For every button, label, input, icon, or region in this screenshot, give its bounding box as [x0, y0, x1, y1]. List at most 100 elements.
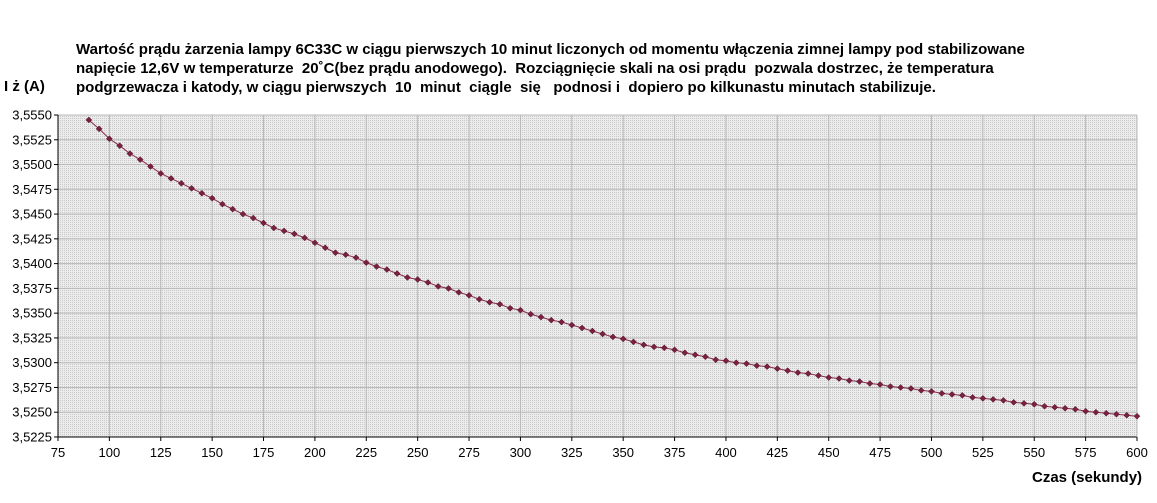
data-point: [383, 266, 391, 273]
data-point: [280, 227, 288, 235]
data-point: [465, 291, 473, 299]
data-point: [1000, 396, 1007, 404]
data-point: [1092, 408, 1100, 416]
data-point: [126, 150, 134, 157]
x-tick-label: 75: [51, 445, 65, 460]
data-point: [671, 346, 678, 354]
data-point: [393, 270, 401, 277]
data-point: [475, 295, 483, 303]
data-point: [455, 288, 463, 296]
data-point: [147, 163, 154, 170]
y-tick-label: 3,5450: [12, 207, 52, 222]
data-point: [188, 184, 195, 192]
data-point: [681, 349, 689, 357]
data-point: [342, 251, 350, 259]
data-point: [609, 333, 617, 341]
x-tick-label: 225: [355, 445, 377, 460]
data-point: [1071, 405, 1079, 413]
data-point: [784, 367, 791, 374]
data-point: [743, 360, 750, 368]
data-point: [845, 377, 853, 384]
data-point: [568, 321, 576, 329]
data-point: [537, 313, 545, 321]
data-point: [702, 353, 709, 361]
data-point: [1133, 412, 1141, 420]
data-point: [270, 224, 278, 232]
data-point: [732, 359, 740, 367]
data-point: [1061, 404, 1069, 412]
x-axis-label: Czas (sekundy): [1032, 469, 1143, 486]
data-point: [958, 392, 966, 399]
x-tick-label: 450: [818, 445, 840, 460]
data-point: [239, 210, 247, 218]
data-point: [229, 205, 237, 213]
data-point: [208, 194, 216, 202]
x-tick-label: 475: [869, 445, 891, 460]
data-point: [578, 324, 586, 332]
x-tick-label: 100: [99, 445, 121, 460]
data-point: [527, 310, 535, 318]
data-point: [712, 356, 720, 364]
x-tick-label: 575: [1075, 445, 1097, 460]
data-point: [630, 338, 637, 346]
y-tick-label: 3,5325: [12, 330, 52, 345]
data-point: [773, 365, 781, 372]
chart-title-line-1: Wartość prądu żarzenia lampy 6C33C w cią…: [76, 41, 1025, 58]
data-point: [486, 298, 493, 306]
data-point: [722, 357, 730, 365]
data-point: [547, 316, 555, 324]
data-point: [404, 274, 411, 281]
data-point: [876, 381, 884, 388]
data-point: [1010, 398, 1018, 406]
y-tick-label: 3,5400: [12, 256, 52, 271]
data-point: [866, 380, 874, 387]
data-point: [1020, 399, 1028, 407]
chart-title-line-2: napięcie 12,6V w temperaturze 20˚C(bez p…: [76, 60, 994, 77]
data-point: [979, 395, 987, 402]
data-point: [414, 276, 422, 283]
data-point: [301, 234, 308, 242]
y-tick-label: 3,5475: [12, 182, 52, 197]
x-axis-ticks: 75 100 125 150 175 200 225 250 275 300 325 350 375 40…: [51, 437, 1148, 460]
data-point: [445, 285, 452, 292]
x-tick-label: 350: [612, 445, 634, 460]
data-point: [95, 125, 103, 133]
data-point: [907, 385, 915, 392]
data-point: [198, 189, 206, 197]
x-tick-label: 525: [972, 445, 994, 460]
y-tick-label: 3,5225: [12, 430, 52, 445]
data-point: [167, 175, 175, 182]
data-point: [804, 370, 812, 377]
x-tick-label: 400: [715, 445, 737, 460]
data-point: [969, 394, 976, 401]
data-point: [106, 135, 113, 143]
data-point: [1082, 407, 1089, 415]
data-point: [835, 375, 843, 382]
data-point: [373, 263, 380, 270]
y-tick-label: 3,5500: [12, 157, 52, 172]
data-point: [136, 156, 144, 163]
x-tick-label: 325: [561, 445, 583, 460]
x-tick-label: 500: [921, 445, 943, 460]
data-point: [424, 279, 432, 286]
data-point: [928, 388, 935, 395]
data-point: [640, 341, 648, 349]
y-tick-label: 3,5250: [12, 405, 52, 420]
data-point: [321, 244, 329, 252]
data-point: [1030, 400, 1038, 408]
x-tick-label: 550: [1023, 445, 1045, 460]
data-point: [362, 259, 370, 266]
x-tick-label: 425: [766, 445, 788, 460]
data-point: [290, 230, 298, 238]
data-point: [938, 390, 946, 397]
y-tick-label: 3,5300: [12, 355, 52, 370]
x-tick-label: 150: [201, 445, 223, 460]
data-point: [825, 374, 833, 381]
y-tick-label: 3,5375: [12, 281, 52, 296]
y-axis-ticks: 3,5550 3,5525 3,5500 3,5475 3,5450 3,5425 3,54…: [12, 108, 58, 445]
data-point: [1041, 402, 1048, 410]
data-point: [887, 383, 894, 390]
x-tick-label: 125: [150, 445, 172, 460]
data-point: [219, 200, 226, 208]
